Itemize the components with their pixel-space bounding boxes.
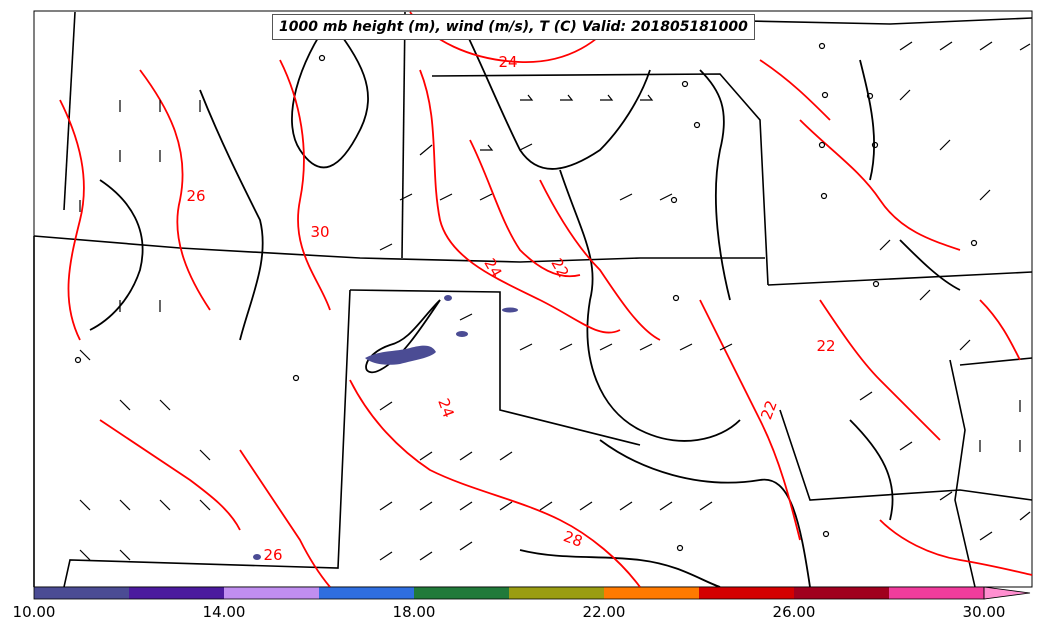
colorbar-segment <box>414 587 509 599</box>
calm-markers <box>74 42 978 552</box>
colorbar-segment <box>889 587 984 599</box>
contour-label: 26 <box>186 187 206 205</box>
colorbar-segment <box>604 587 699 599</box>
colorbar-tick-label: 14.00 <box>202 603 246 621</box>
colorbar <box>33 587 1031 600</box>
colorbar-tick-label: 18.00 <box>392 603 436 621</box>
contour-label: 30 <box>310 223 330 241</box>
colorbar-segment <box>129 587 224 599</box>
colorbar-segment <box>224 587 319 599</box>
colorbar-extension <box>983 587 1031 600</box>
contour-label: 26 <box>263 546 283 564</box>
colorbar-segment <box>34 587 129 599</box>
temperature-contours <box>59 11 1033 588</box>
height-contours <box>89 18 961 588</box>
state-boundaries <box>33 11 1033 588</box>
colorbar-tick-label: 10.00 <box>12 603 56 621</box>
map-frame <box>33 10 1033 588</box>
colorbar-tick-label: 30.00 <box>962 603 1006 621</box>
colorbar-segment <box>319 587 414 599</box>
colorbar-tick-label: 26.00 <box>772 603 816 621</box>
colorbar-outline <box>33 587 985 600</box>
shaded-region <box>253 295 518 560</box>
colorbar-segment <box>794 587 889 599</box>
contour-label: 24 <box>498 53 518 71</box>
map-title: 1000 mb height (m), wind (m/s), T (C) Va… <box>272 14 755 40</box>
colorbar-segment <box>699 587 794 599</box>
colorbar-tick-label: 22.00 <box>582 603 626 621</box>
contour-label: 22 <box>816 337 836 355</box>
wind-barbs <box>79 41 1031 561</box>
colorbar-segment <box>509 587 604 599</box>
